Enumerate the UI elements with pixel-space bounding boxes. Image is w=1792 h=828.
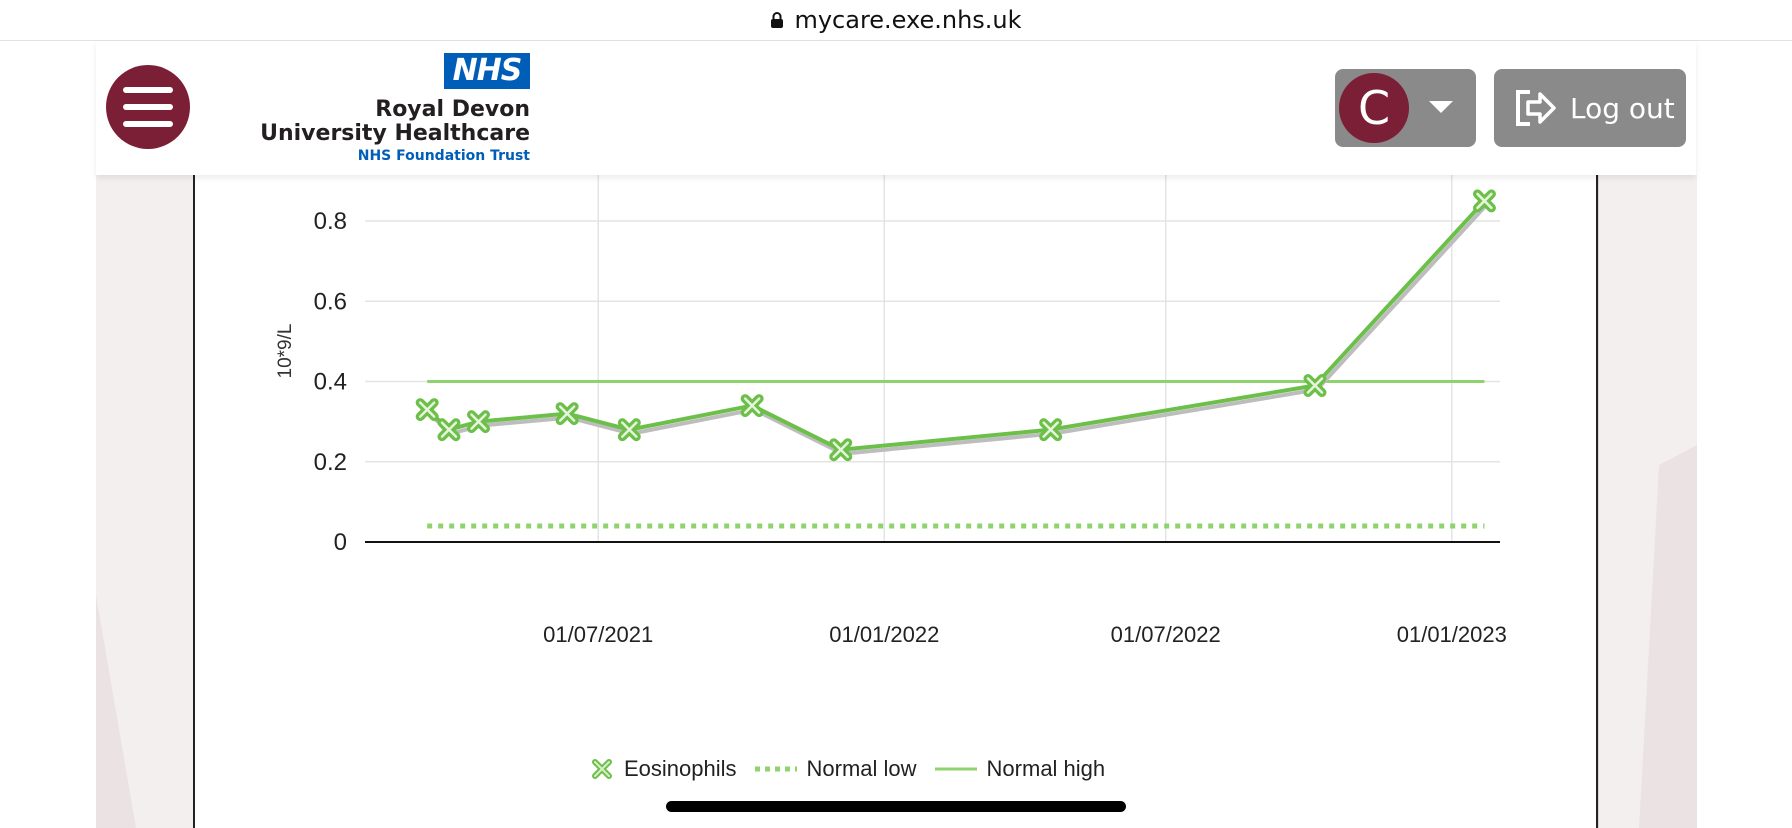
logo-line-3: NHS Foundation Trust [357,148,530,164]
data-point-marker-highlight [558,405,576,422]
legend-marker-solid [934,767,977,771]
legend-marker-cross [592,759,612,779]
data-point-marker-highlight [440,421,458,438]
y-tick-label: 0.4 [314,369,347,396]
chart-card: 0 0.2 0.4 0.6 0.8 01/07/2021 01/01/2022 01/07/2… [193,175,1598,828]
x-tick-label: 01/01/2023 [1397,622,1507,647]
left-panel [96,175,195,828]
legend-marker-dotted [754,766,797,772]
y-tick-label: 0.2 [314,449,347,476]
logout-icon [1516,90,1556,126]
y-tick-label: 0.6 [314,288,347,315]
legend-item-normal-high[interactable]: Normal high [934,756,1106,782]
logout-label: Log out [1570,91,1675,125]
user-menu-button[interactable]: C [1335,69,1476,147]
lock-icon [770,6,784,34]
legend-label-normal-high: Normal high [986,756,1106,781]
site-header: NHS Royal Devon University Healthcare NH… [96,41,1696,175]
eosinophils-chart: 0 0.2 0.4 0.6 0.8 01/07/2021 01/01/2022 01/07/2… [314,175,1507,647]
legend-label-eosinophils: Eosinophils [624,756,737,781]
logout-button[interactable]: Log out [1494,69,1686,147]
legend-item-eosinophils[interactable]: Eosinophils [590,756,737,782]
data-point-marker-highlight [743,397,761,414]
logo-line-1: Royal Devon [375,97,530,122]
menu-button[interactable] [106,65,190,149]
x-tick-label: 01/07/2021 [543,622,653,647]
browser-url-bar[interactable]: mycare.exe.nhs.uk [0,0,1792,41]
legend-label-normal-low: Normal low [806,756,917,781]
hamburger-icon [123,87,173,93]
series-shadow [427,203,1488,456]
legend-item-normal-low[interactable]: Normal low [754,756,917,782]
home-indicator[interactable] [666,801,1126,812]
data-point-marker-highlight [1042,421,1059,438]
avatar: C [1339,73,1409,143]
right-panel [1598,175,1697,828]
data-point-marker-highlight [621,421,638,438]
nhs-trust-logo[interactable]: NHS Royal Devon University Healthcare NH… [260,53,530,167]
x-tick-label: 01/01/2022 [829,622,939,647]
nhs-badge: NHS [444,53,530,89]
url-text: mycare.exe.nhs.uk [794,6,1022,34]
x-tick-label: 01/07/2022 [1111,622,1221,647]
y-axis-label: 10*9/L [275,323,296,379]
y-tick-label: 0.8 [314,208,347,235]
y-tick-label: 0 [334,529,347,556]
data-point-marker-highlight [418,401,436,418]
data-point-marker-highlight [1306,377,1324,394]
chart-legend: Eosinophils Normal low Normal high [590,756,1105,782]
data-point-marker-highlight [1476,192,1493,210]
data-point-marker-highlight [470,413,487,430]
logo-line-2: University Healthcare [260,121,530,146]
data-point-marker-highlight [832,441,850,458]
series-line-eosinophils [425,199,1486,452]
chevron-down-icon [1429,101,1453,113]
